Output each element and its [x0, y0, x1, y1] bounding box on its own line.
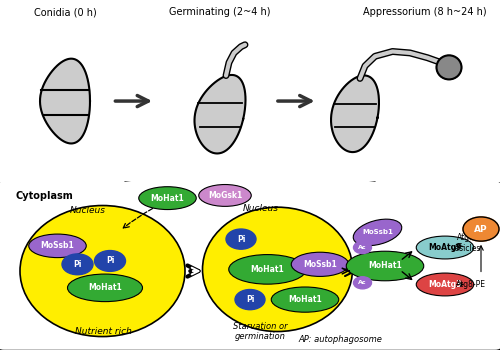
Circle shape — [463, 217, 499, 241]
Text: Appressorium (8 h~24 h): Appressorium (8 h~24 h) — [363, 7, 487, 17]
Circle shape — [235, 289, 265, 310]
Text: Pi: Pi — [237, 234, 245, 244]
Circle shape — [354, 277, 372, 289]
Ellipse shape — [291, 252, 349, 276]
Text: Atg8-PE: Atg8-PE — [456, 280, 486, 289]
Polygon shape — [194, 75, 246, 153]
Text: MoHat1: MoHat1 — [288, 295, 322, 304]
Ellipse shape — [271, 287, 339, 312]
Circle shape — [226, 229, 256, 249]
Text: Cytoplasm: Cytoplasm — [16, 191, 74, 201]
Text: MoHat1: MoHat1 — [150, 194, 184, 203]
Text: MoSsb1: MoSsb1 — [303, 260, 337, 269]
Text: MoAtg3: MoAtg3 — [428, 280, 462, 289]
Ellipse shape — [346, 251, 424, 281]
Ellipse shape — [199, 184, 252, 206]
Text: MoHat1: MoHat1 — [368, 261, 402, 271]
Ellipse shape — [416, 236, 474, 259]
Text: AP: autophagosome: AP: autophagosome — [298, 335, 382, 344]
Text: Pi: Pi — [106, 257, 114, 265]
Text: Atg9
vesicles: Atg9 vesicles — [451, 233, 481, 253]
Ellipse shape — [229, 254, 306, 284]
Text: MoAtg9: MoAtg9 — [428, 243, 462, 252]
Text: Ac: Ac — [358, 245, 367, 250]
Ellipse shape — [416, 273, 474, 296]
Ellipse shape — [353, 219, 402, 246]
Text: Nucleus: Nucleus — [70, 206, 106, 215]
Ellipse shape — [202, 207, 352, 331]
Ellipse shape — [139, 187, 196, 210]
Text: MoSsb1: MoSsb1 — [40, 241, 74, 250]
Text: Pi: Pi — [246, 295, 254, 304]
Text: Nucleus: Nucleus — [242, 204, 278, 214]
Text: MoGsk1: MoGsk1 — [208, 191, 242, 200]
FancyBboxPatch shape — [0, 180, 500, 350]
Circle shape — [354, 241, 372, 253]
Text: Nutrient rich: Nutrient rich — [75, 327, 132, 336]
Text: MoHat1: MoHat1 — [250, 265, 284, 274]
Polygon shape — [331, 75, 379, 152]
Ellipse shape — [20, 205, 185, 337]
Ellipse shape — [68, 274, 142, 302]
Text: Germinating (2~4 h): Germinating (2~4 h) — [170, 7, 271, 17]
Text: Conidia (0 h): Conidia (0 h) — [34, 7, 96, 17]
Text: Starvation or
germination: Starvation or germination — [232, 322, 287, 341]
Circle shape — [94, 251, 126, 271]
Circle shape — [436, 55, 462, 79]
Ellipse shape — [28, 234, 86, 258]
Polygon shape — [40, 59, 90, 144]
Text: MoSsb1: MoSsb1 — [362, 229, 393, 236]
Circle shape — [62, 254, 93, 275]
Text: AP: AP — [474, 225, 488, 233]
Text: Pi: Pi — [74, 260, 82, 269]
Text: Ac: Ac — [358, 280, 367, 285]
Text: MoHat1: MoHat1 — [88, 284, 122, 292]
